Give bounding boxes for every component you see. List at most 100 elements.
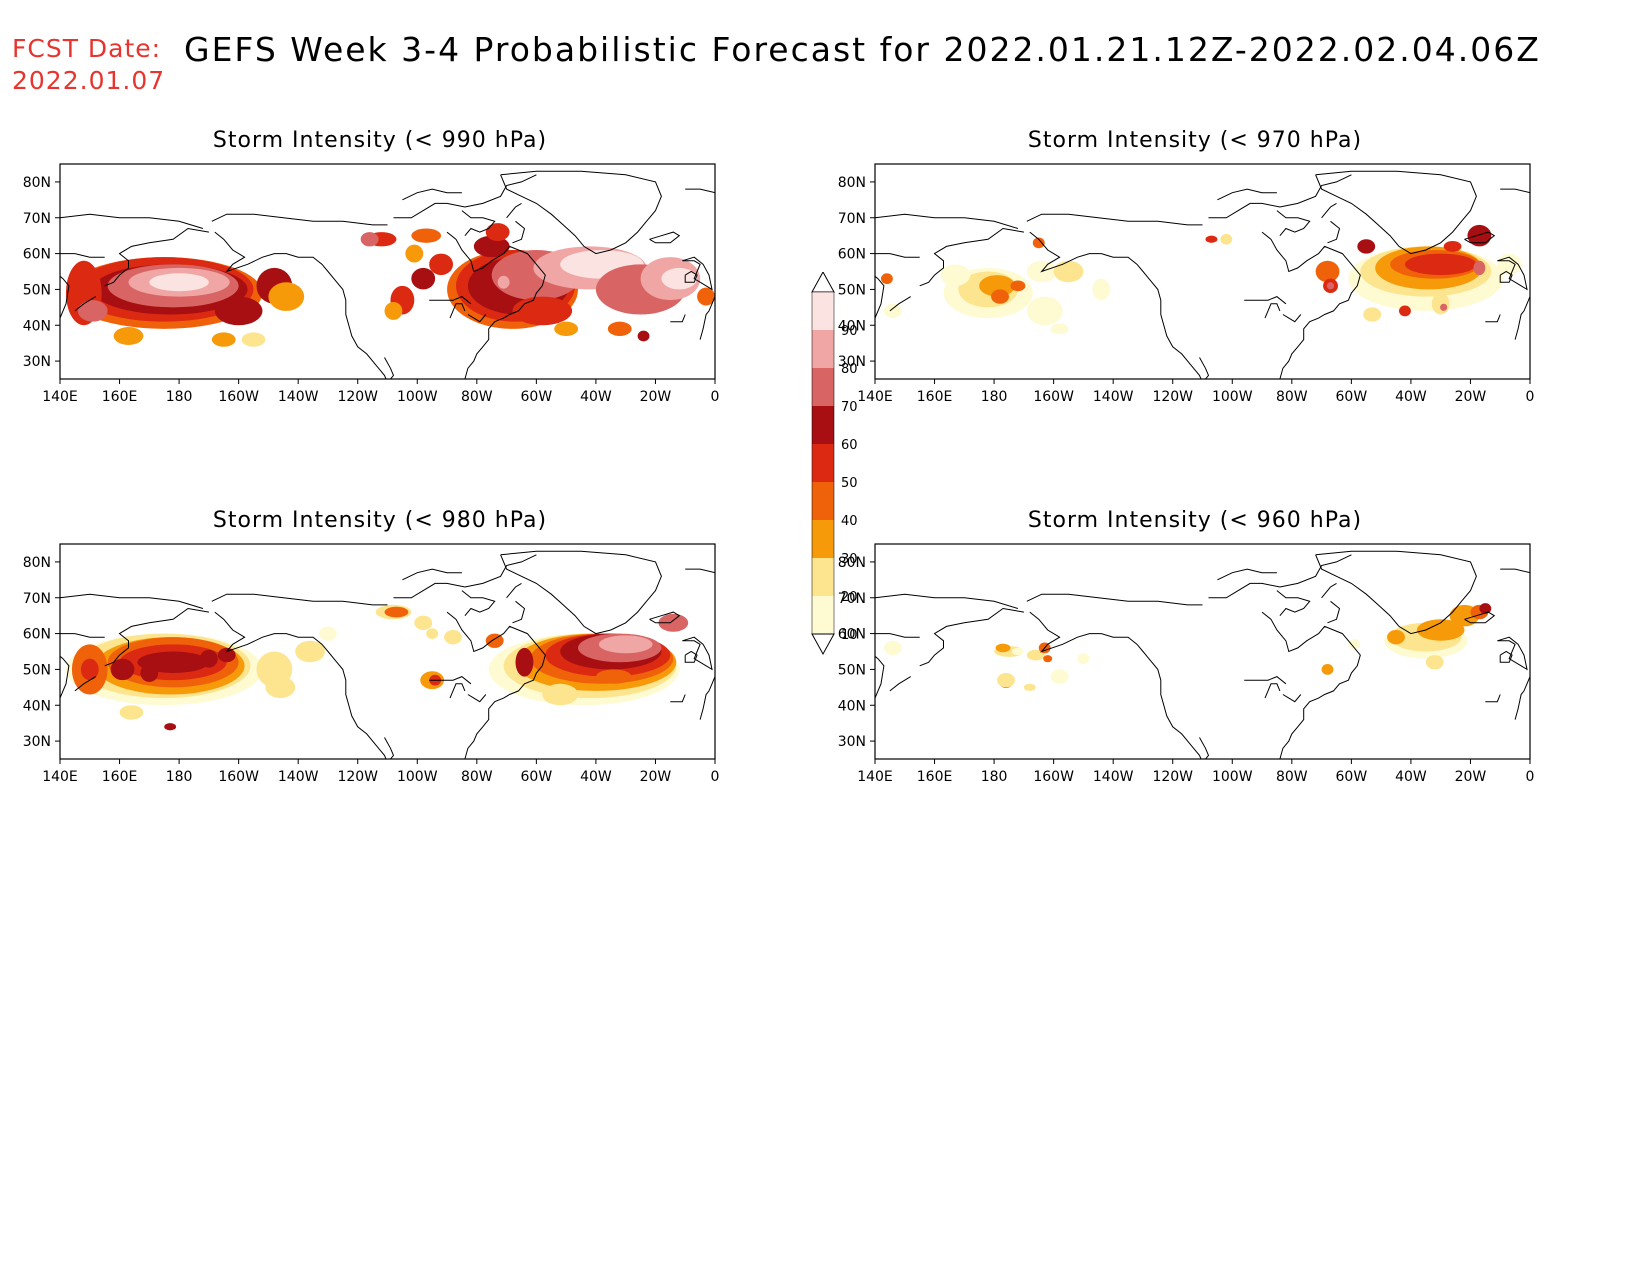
lon-tick-label: 0 xyxy=(711,389,720,405)
prob-cell xyxy=(164,723,177,731)
lat-tick-label: 70N xyxy=(23,591,51,607)
coastlines xyxy=(60,170,715,379)
coastline xyxy=(699,296,715,340)
coastline xyxy=(684,270,698,283)
prob-cell xyxy=(485,633,504,648)
prob-cell xyxy=(80,658,99,681)
lat-tick-label: 30N xyxy=(838,354,866,370)
panel-title: Storm Intensity (< 970 hPa) xyxy=(1027,128,1363,153)
coastline xyxy=(214,231,387,379)
coastline xyxy=(214,611,387,759)
coastline xyxy=(1208,174,1352,219)
panel-title: Storm Intensity (< 990 hPa) xyxy=(212,128,548,153)
panel-map: 140E 160E 180 160W 140W 120W 100W 80W 60W 40W 20W 0… xyxy=(23,543,720,785)
coastline xyxy=(1497,636,1528,671)
colorbar-segment xyxy=(812,292,834,330)
lat-tick-label: 60N xyxy=(23,627,51,643)
lon-tick-label: 20W xyxy=(1455,389,1487,405)
colorbar-label: 50 xyxy=(841,476,858,491)
prob-cell xyxy=(607,321,632,336)
prob-cell xyxy=(883,640,902,656)
lat-tick-label: 30N xyxy=(23,354,51,370)
coastline xyxy=(1208,554,1352,599)
prob-cell xyxy=(1315,260,1340,283)
prob-cell xyxy=(995,643,1011,653)
prob-cell xyxy=(697,287,715,306)
coastline xyxy=(60,633,105,638)
prob-cell xyxy=(1220,233,1233,245)
coastline xyxy=(104,607,209,667)
prob-cell xyxy=(1011,647,1024,656)
coastline xyxy=(506,582,522,599)
coastline xyxy=(1315,550,1477,635)
coastline xyxy=(60,213,204,229)
colorbar-segment xyxy=(812,406,834,444)
coastline xyxy=(699,676,715,720)
lon-tick-label: 80W xyxy=(461,389,493,405)
lon-tick-label: 140W xyxy=(278,769,319,785)
lon-tick-label: 180 xyxy=(981,769,1008,785)
lat-tick-label: 40N xyxy=(23,318,51,334)
coastline xyxy=(1315,170,1477,255)
prob-cell xyxy=(241,332,266,347)
colorbar: 90 80 70 60 50 40 30 20 10 xyxy=(811,272,858,656)
coastline xyxy=(1276,590,1311,617)
panel-960: Storm Intensity (< 960 hPa) 140E 160E 180 1… xyxy=(815,508,1575,828)
prob-cell xyxy=(940,264,971,286)
lon-tick-label: 80W xyxy=(1276,769,1308,785)
prob-cell xyxy=(405,244,424,263)
coastline xyxy=(1244,296,1287,305)
prob-cell xyxy=(1053,260,1084,283)
coastline xyxy=(875,593,1019,609)
coastline xyxy=(1282,694,1302,703)
prob-cell xyxy=(295,640,325,663)
lon-tick-label: 0 xyxy=(711,769,720,785)
coastline xyxy=(1282,314,1302,323)
prob-cell xyxy=(444,630,462,645)
colorbar-top-cap xyxy=(811,272,835,293)
probability-field xyxy=(883,603,1492,691)
lon-tick-label: 180 xyxy=(981,389,1008,405)
lat-tick-label: 70N xyxy=(838,591,866,607)
prob-cell xyxy=(1431,293,1450,315)
lat-tick-label: 40N xyxy=(838,698,866,714)
lon-tick-label: 160E xyxy=(102,389,138,405)
lon-tick-label: 60W xyxy=(521,769,553,785)
prob-cell xyxy=(217,647,236,663)
colorbar-segment xyxy=(812,368,834,406)
coastline xyxy=(74,676,96,692)
coastline xyxy=(875,275,885,319)
lon-tick-label: 160E xyxy=(102,769,138,785)
coastline xyxy=(1261,231,1361,379)
lon-tick-label: 40W xyxy=(580,769,612,785)
lon-tick-label: 80W xyxy=(461,769,493,785)
coastline xyxy=(1026,213,1203,226)
coastline xyxy=(1276,210,1311,237)
prob-cell xyxy=(1321,664,1334,675)
panel-map: 140E 160E 180 160W 140W 120W 100W 80W 60W 40W 20W 0… xyxy=(838,543,1534,785)
coastline xyxy=(512,220,526,244)
coastline xyxy=(875,655,885,699)
prob-cell xyxy=(1026,296,1063,326)
coastline xyxy=(60,655,70,699)
lon-tick-label: 60W xyxy=(1336,389,1368,405)
lon-tick-label: 160W xyxy=(1033,769,1074,785)
colorbar-label: 90 xyxy=(841,324,858,339)
prob-cell xyxy=(1205,235,1218,243)
prob-cell xyxy=(119,705,144,720)
panel-980: Storm Intensity (< 980 hPa) 140E 160E 180 1… xyxy=(0,508,760,828)
prob-cell xyxy=(1387,630,1405,645)
lon-tick-label: 140E xyxy=(42,769,78,785)
prob-cell xyxy=(411,228,442,243)
coastline xyxy=(919,227,1024,287)
panel-990: Storm Intensity (< 990 hPa) 140E 160E 180 1… xyxy=(0,128,760,448)
prob-cell xyxy=(991,289,1009,304)
lat-tick-label: 40N xyxy=(838,318,866,334)
lon-tick-label: 160E xyxy=(917,389,953,405)
lon-tick-label: 140E xyxy=(42,389,78,405)
prob-cell xyxy=(429,253,453,276)
coastline xyxy=(512,600,526,624)
coastline xyxy=(684,650,698,663)
prob-cell xyxy=(883,303,902,319)
coastline xyxy=(1217,188,1277,201)
